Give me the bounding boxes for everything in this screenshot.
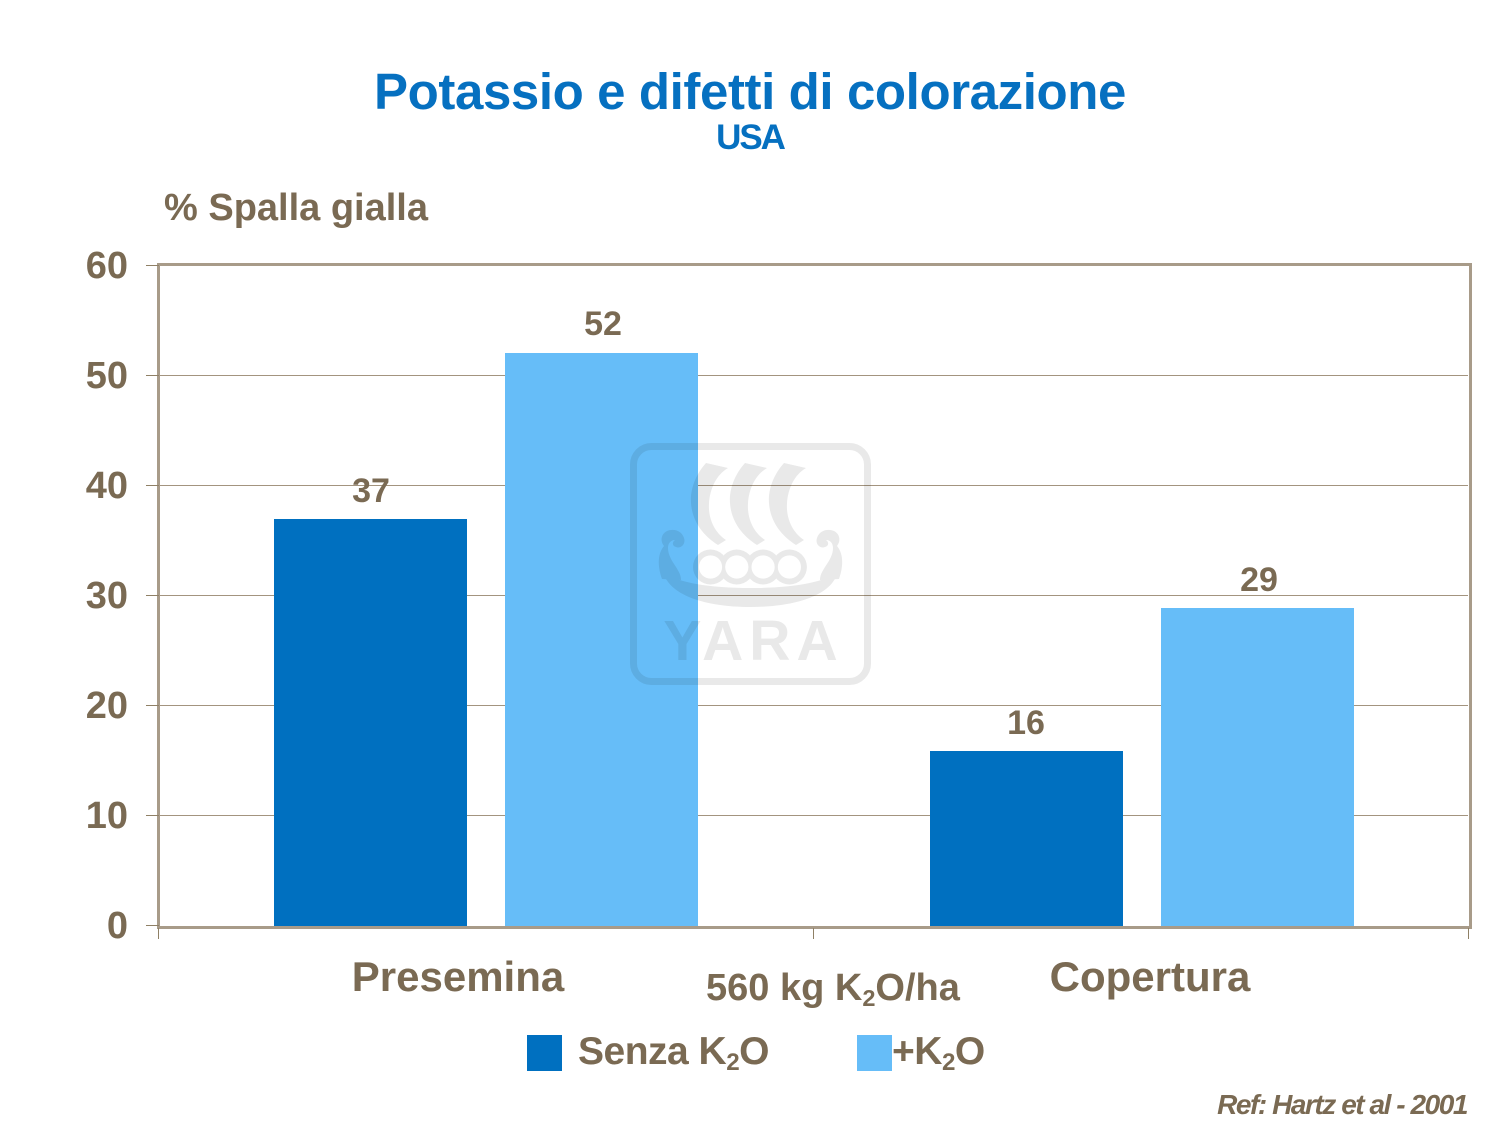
svg-text:YARA: YARA bbox=[663, 609, 843, 673]
